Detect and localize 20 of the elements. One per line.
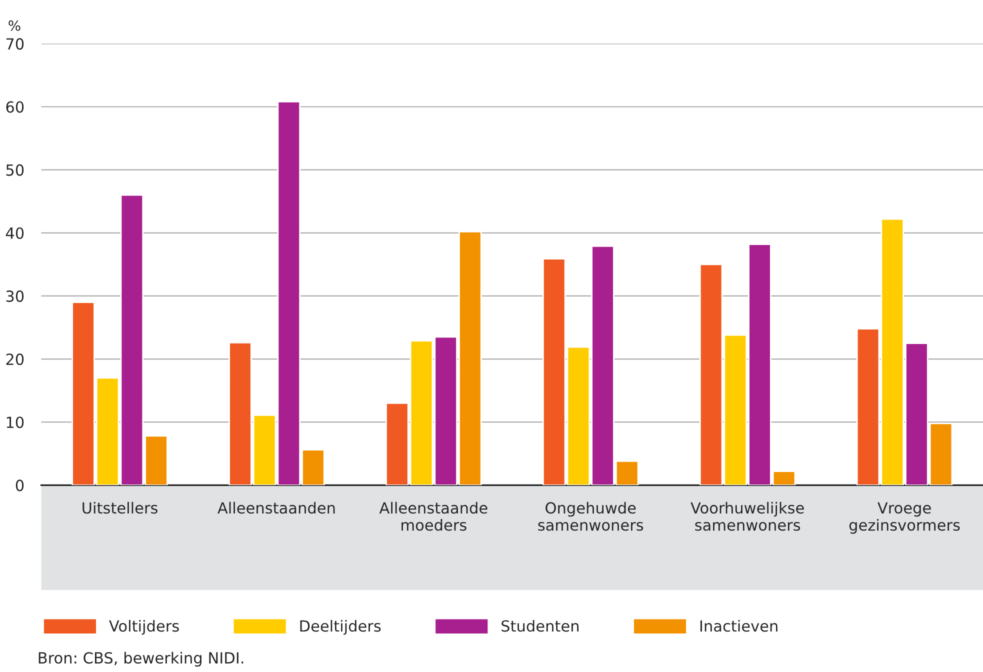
legend-label: Deeltijders <box>300 620 381 635</box>
x-tick-label: Ongehuwde samenwoners <box>538 502 644 531</box>
x-tick-label: Alleenstaanden <box>218 502 335 514</box>
legend-label: Studenten <box>502 620 578 632</box>
legend-label: Inactieven <box>700 620 778 632</box>
y-tick-label: 60 <box>6 101 24 113</box>
y-tick-label: 10 <box>6 416 24 428</box>
y-tick-label: 30 <box>6 290 24 302</box>
x-tick-label: Alleenstaande moeders <box>379 502 488 531</box>
y-tick-label: 70 <box>6 38 24 50</box>
text: Bron: CBS, bewerking NIDI. <box>38 652 244 667</box>
legend-label: Voltijders <box>109 620 179 635</box>
y-tick-label: 20 <box>6 354 24 366</box>
x-tick-label: Uitstellers <box>82 502 158 514</box>
x-tick-label: Voorhuwelijkse samenwoners <box>690 502 804 531</box>
x-tick-label: Vroege gezinsvormers <box>849 502 960 534</box>
y-tick-label: 40 <box>6 227 24 239</box>
y-tick-label: 50 <box>6 164 24 176</box>
y-axis-title: % <box>8 20 20 31</box>
y-tick-label: 0 <box>16 480 24 492</box>
